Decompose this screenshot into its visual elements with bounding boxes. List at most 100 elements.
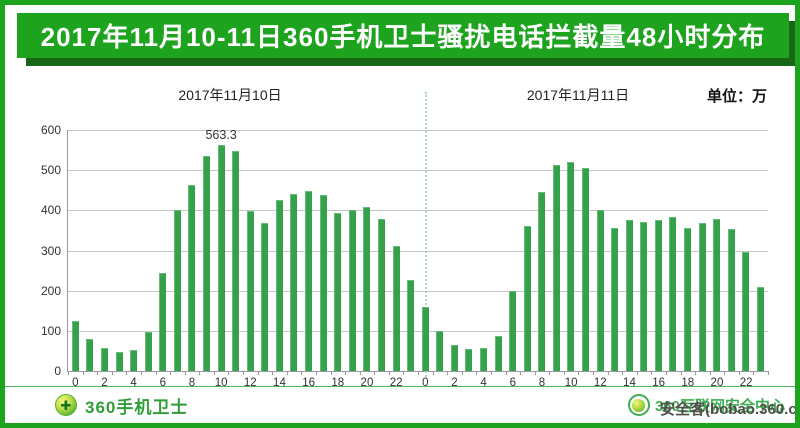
bar-slot [272,130,287,371]
x-tick [82,371,84,375]
unit-label: 单位：万 [706,88,767,105]
360-logo-icon: ✚ [55,394,77,416]
bar-2017年11月10日-h14 [275,199,283,371]
bar-2017年11月10日-h16 [305,190,313,371]
x-tick [359,371,361,375]
bar-2017年11月10日-h3 [115,351,123,371]
bar-slot [491,130,506,371]
bar-2017年11月11日-h5 [494,336,502,371]
x-tick [680,371,682,375]
gridline [68,210,768,212]
bar-slot [578,130,593,371]
x-tick [184,371,186,375]
watermark-logo-icon [627,394,650,416]
x-tick [753,371,755,375]
bar-2017年11月11日-h20 [713,219,721,371]
bar-slot [112,130,127,371]
bar-2017年11月10日-h20 [363,206,371,371]
x-tick [476,371,478,375]
x-axis-label: 8 [188,377,196,389]
bar-2017年11月10日-h10 [217,144,225,371]
bar-slot [243,130,258,371]
bar-slot [593,130,608,371]
bar-2017年11月11日-h4 [479,348,487,371]
x-tick [665,371,667,375]
bar-slot [199,130,214,371]
bar-slot [680,130,695,371]
x-tick [461,371,463,375]
y-axis-label: 300 [40,243,61,258]
x-tick [549,371,551,375]
x-tick [68,371,69,375]
bar-slot [97,130,112,371]
bar-slot [389,130,404,371]
bar-slot [228,130,243,371]
x-axis-label: 2 [451,377,458,389]
bar-2017年11月11日-h14 [625,219,633,371]
x-tick [622,371,624,375]
bar-slot [258,130,273,371]
x-axis-label: 2 [101,377,108,389]
x-tick [345,371,347,375]
bar-2017年11月10日-h12 [246,210,254,371]
day-divider-line [425,92,428,377]
bar-2017年11月11日-h6 [509,290,517,371]
x-tick [111,371,113,375]
bar-slot [709,130,724,371]
bar-slot [360,130,375,371]
x-tick [724,371,726,375]
plot-area: 600 500 400 300 200 100 0 0 2 4 6 8 10 12 14 16 18 20 22 0 2… [41,92,769,389]
x-tick [418,371,419,375]
footer-brand: ✚ 360手机卫士 [55,393,188,418]
bar-2017年11月11日-h11 [582,168,590,371]
x-tick [709,371,711,375]
bar-2017年11月11日-h7 [523,226,531,371]
bar-series [68,130,768,371]
bar-slot [330,130,345,371]
bar-slot [83,130,98,371]
x-axis-label: 4 [480,377,487,389]
peak-value-label: 563.3 [205,127,237,142]
x-tick [315,371,317,375]
bar-2017年11月11日-h3 [465,348,473,371]
bar-2017年11月10日-h11 [232,150,240,371]
gridline [68,290,768,292]
bar-2017年11月11日-h12 [596,209,604,371]
bar-2017年11月11日-h22 [742,251,750,371]
x-tick [155,371,157,375]
bar-2017年11月11日-h1 [436,330,444,371]
bar-slot [753,130,768,371]
x-tick [563,371,565,375]
bar-2017年11月11日-h10 [567,162,575,371]
gridline [68,170,768,172]
y-axis-label: 500 [40,163,61,178]
x-axis-label: 6 [509,377,516,389]
x-tick [97,371,99,375]
y-axis-label: 600 [40,123,61,137]
gridline [68,130,768,131]
x-tick [126,371,128,375]
bar-2017年11月10日-h6 [159,273,167,371]
bar-slot [214,130,229,371]
bar-slot [505,130,520,371]
x-tick [140,371,142,375]
y-axis-label: 400 [40,203,61,218]
bar-2017年11月10日-h18 [334,212,342,371]
bar-2017年11月11日-h8 [538,192,546,371]
bar-2017年11月10日-h4 [130,349,138,371]
x-tick [213,371,215,375]
bar-2017年11月10日-h13 [261,223,269,371]
bar-2017年11月11日-h2 [450,344,458,371]
x-axis-label: 4 [130,377,137,389]
x-tick [272,371,274,375]
x-tick [738,371,740,375]
bar-2017年11月11日-h9 [552,164,560,371]
bar-2017年11月11日-h13 [611,228,619,371]
x-tick [505,371,507,375]
x-tick [301,371,303,375]
bar-2017年11月10日-h22 [392,246,400,371]
x-tick [593,371,594,375]
x-tick [432,371,434,375]
bar-2017年11月10日-h15 [290,194,298,371]
